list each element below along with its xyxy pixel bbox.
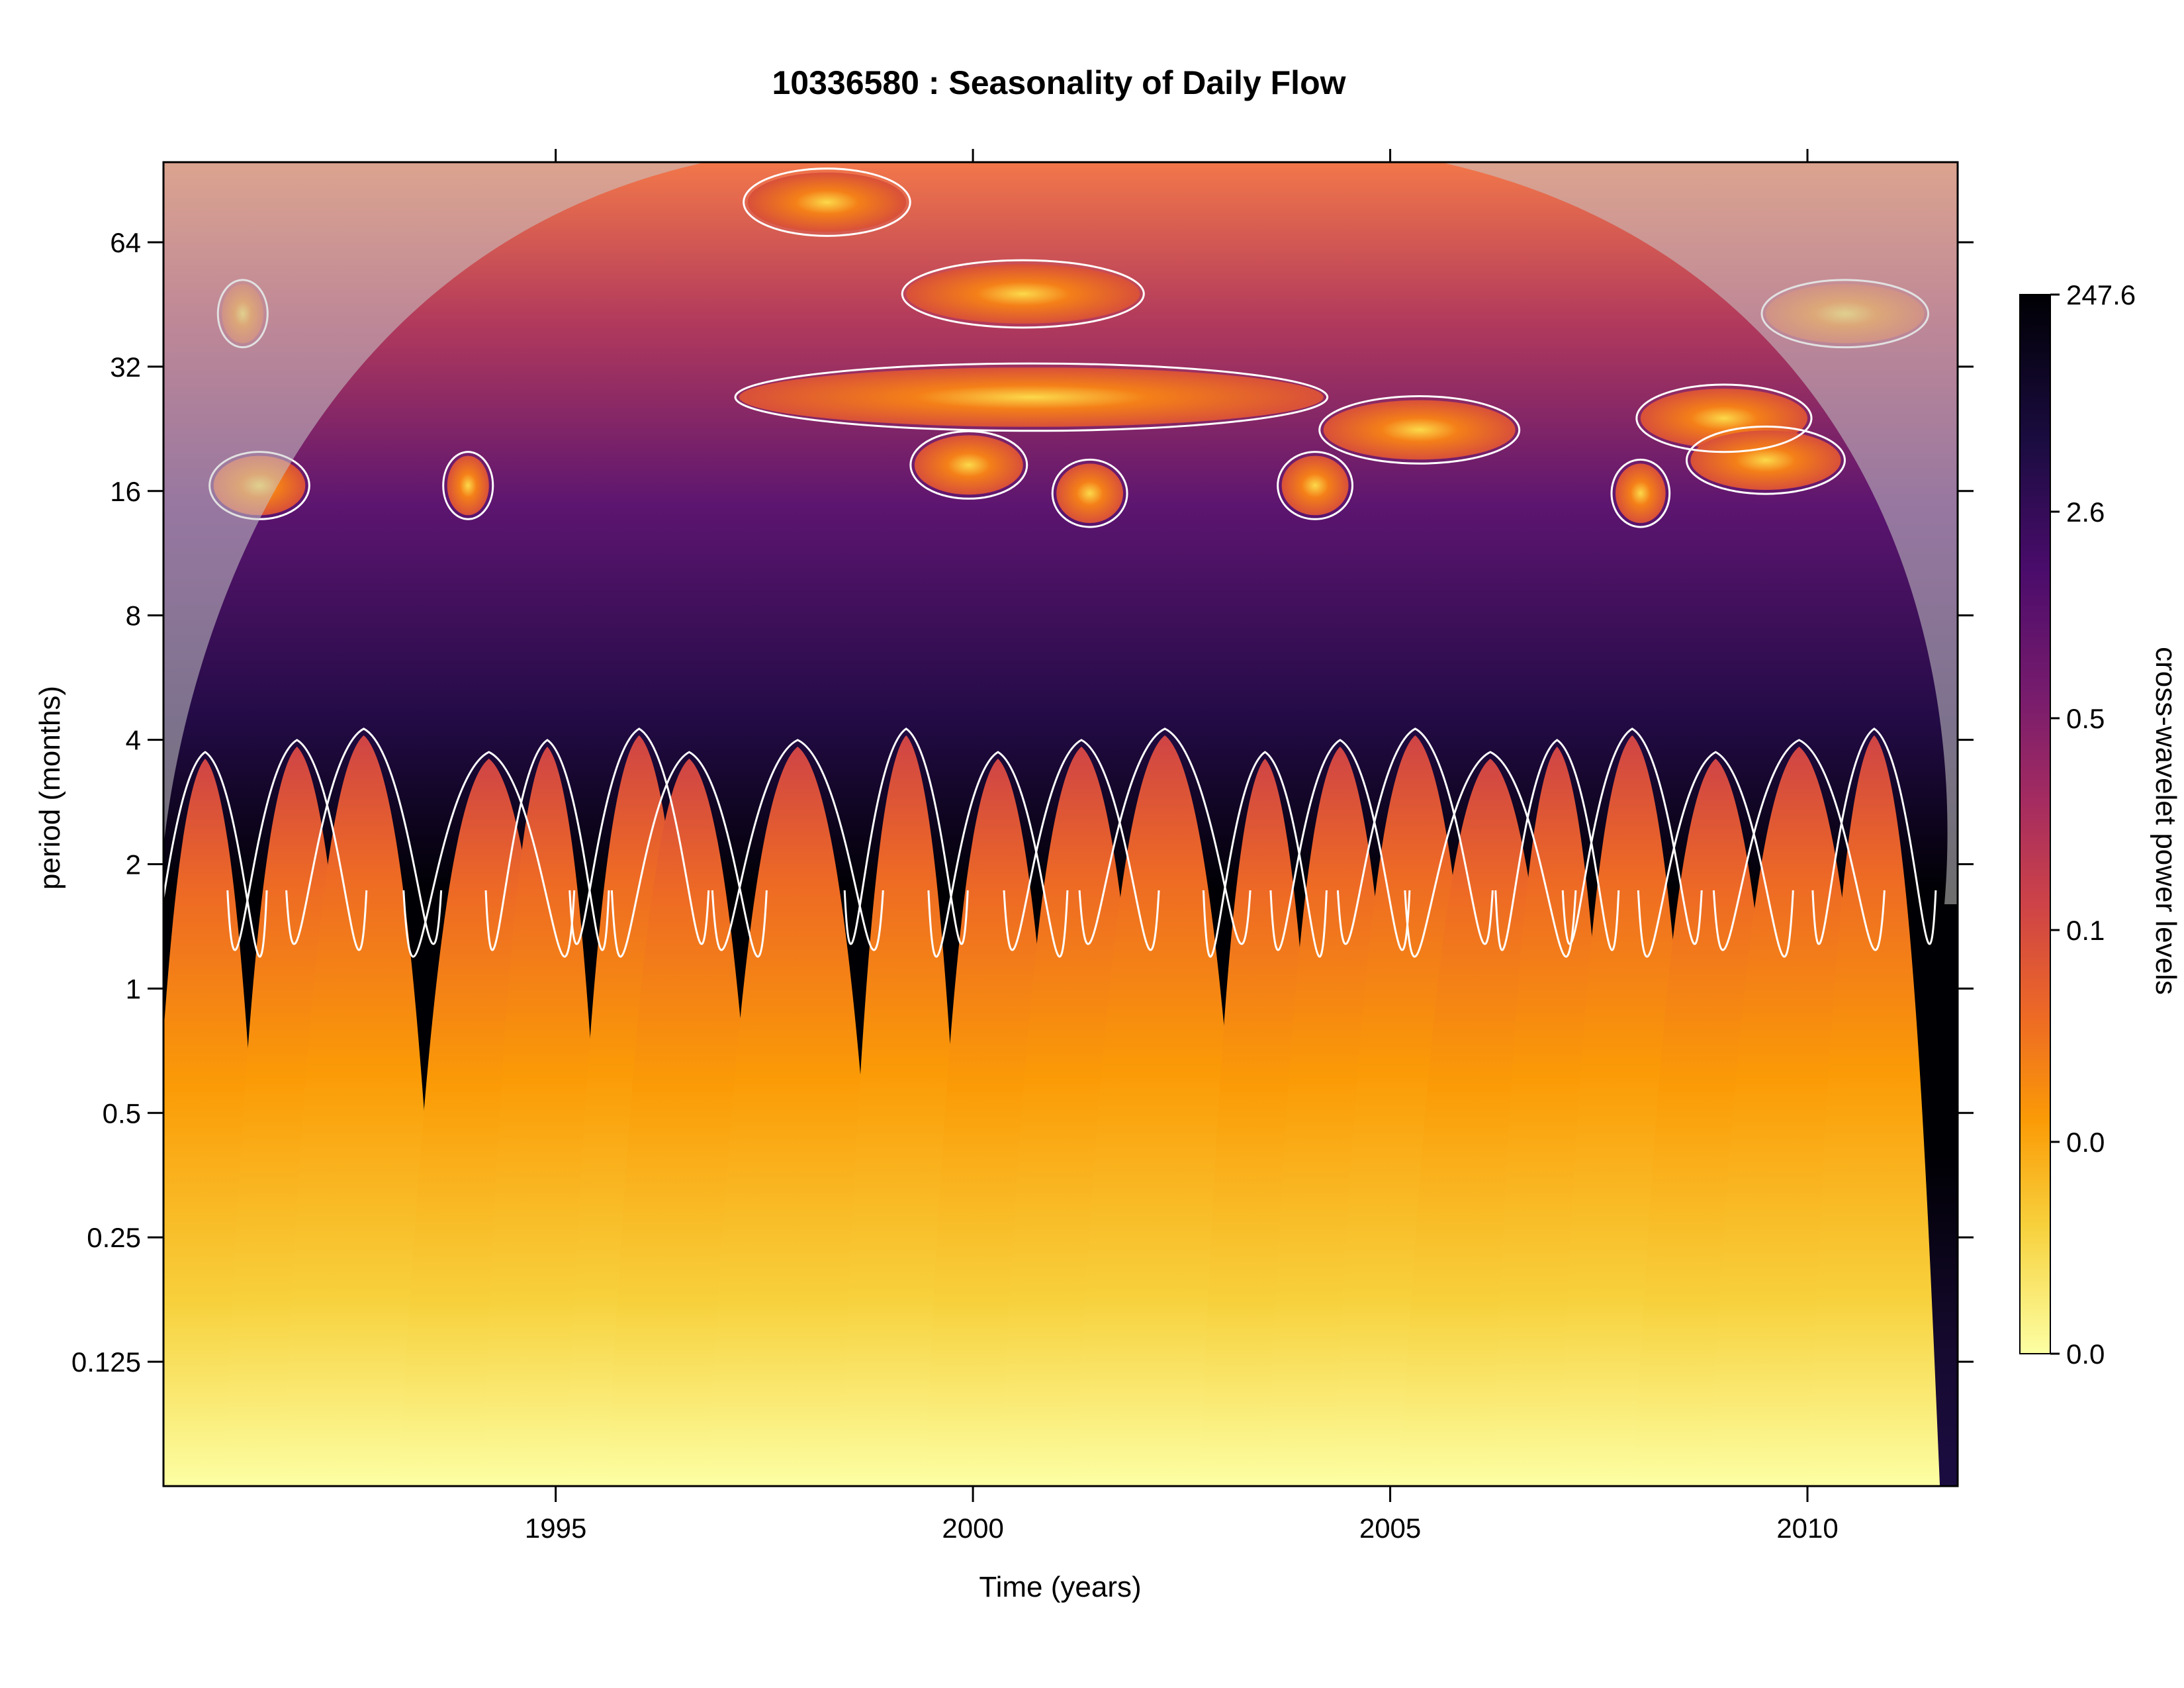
significant-region (1323, 400, 1516, 460)
x-tick-label: 2010 (1776, 1513, 1838, 1544)
colorbar-tick-label: 2.6 (2066, 496, 2105, 528)
significance-contour (442, 451, 494, 520)
colorbar-tick-label: 0.0 (2066, 1338, 2105, 1370)
significance-contour (1404, 751, 1577, 958)
chart-title: 10336580 : Seasonality of Daily Flow (772, 64, 1345, 101)
significance-contour (285, 727, 443, 945)
y-tick-label: 0.5 (103, 1098, 141, 1129)
significance-contour (1637, 751, 1794, 958)
significance-contour (1202, 751, 1328, 958)
significance-contour (1078, 727, 1251, 945)
colorbar-tick-label: 247.6 (2066, 279, 2136, 310)
plot-frame (162, 161, 1959, 1487)
significance-contour (743, 167, 911, 237)
seasonal-power-plume (706, 746, 889, 1486)
significance-contour (226, 739, 368, 951)
significance-contour (1269, 739, 1411, 951)
significance-contour (909, 430, 1028, 500)
significant-region (1615, 463, 1666, 524)
x-tick-label: 2005 (1359, 1513, 1421, 1544)
y-tick-label: 8 (126, 600, 141, 632)
y-tick-label: 1 (126, 973, 141, 1004)
significant-region (1056, 463, 1124, 524)
significance-contour (927, 751, 1069, 958)
y-tick-label: 2 (126, 849, 141, 880)
significant-region (447, 455, 489, 516)
significant-region (1690, 430, 1841, 491)
colorbar-tick-label: 0.5 (2066, 703, 2105, 734)
significance-contour (402, 751, 576, 958)
significant-region (739, 367, 1324, 427)
y-tick-label: 4 (126, 725, 141, 756)
x-tick-label: 2000 (942, 1513, 1003, 1544)
significance-contour (1318, 395, 1521, 465)
significance-contour (1610, 458, 1671, 528)
y-tick-label: 0.25 (87, 1222, 141, 1253)
significant-region (906, 264, 1140, 324)
significance-contour (1336, 727, 1494, 945)
significance-contour (1712, 739, 1886, 951)
significance-contour (610, 751, 768, 958)
significance-contour (1277, 451, 1354, 520)
significance-contour (569, 727, 710, 945)
significance-contour (1003, 739, 1160, 951)
y-tick-label: 32 (110, 352, 141, 383)
colorbar-ticks: 247.6 2.6 0.5 0.1 0.0 0.0 (2050, 279, 2136, 1370)
significance-contour (163, 751, 268, 958)
significant-region (914, 435, 1023, 495)
y-axis-label: period (months) (34, 686, 66, 890)
significance-contour (1051, 458, 1128, 528)
significance-contour (901, 259, 1145, 329)
significance-contour (1561, 727, 1703, 945)
colorbar-tick-label: 0.1 (2066, 915, 2105, 946)
y-tick-label: 16 (110, 476, 141, 507)
significance-contour (734, 362, 1329, 432)
colorbar-label: cross-wavelet power levels (2150, 647, 2182, 995)
y-axis: 0.125 0.25 0.5 1 2 4 8 16 32 64 (71, 227, 1974, 1378)
y-tick-label: 0.125 (71, 1346, 141, 1378)
y-tick-label: 64 (110, 227, 141, 258)
significant-region (1281, 455, 1349, 516)
colorbar (2019, 294, 2051, 1354)
significance-contour (1494, 739, 1620, 951)
plot-area (163, 162, 1958, 1486)
colorbar-tick-label: 0.0 (2066, 1127, 2105, 1158)
cone-of-influence (163, 162, 1958, 904)
seasonal-power-plume (1808, 735, 1940, 1486)
x-axis-label: Time (years) (979, 1571, 1141, 1603)
significance-contour (843, 727, 969, 945)
significance-contour (1635, 383, 1813, 453)
significant-region (747, 172, 907, 232)
significance-contour (711, 739, 884, 951)
significance-contour (1686, 425, 1846, 495)
x-tick-label: 1995 (525, 1513, 586, 1544)
significance-contour (1811, 727, 1937, 945)
x-axis: 1995 2000 2005 2010 (525, 149, 1839, 1544)
significance-contour (484, 739, 610, 951)
